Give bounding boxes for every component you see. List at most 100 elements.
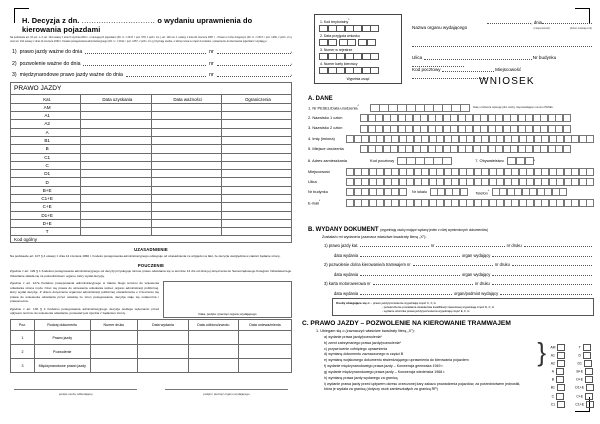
- cell-data-waznosci[interactable]: [150, 111, 222, 121]
- cell-ograniczenia[interactable]: [220, 202, 293, 212]
- cell-data-odbioru[interactable]: [187, 330, 239, 346]
- c-item-c[interactable]: c) przywrócenie cofniętego uprawnienia: [324, 346, 388, 351]
- checkbox[interactable]: [556, 392, 565, 400]
- char-box[interactable]: [586, 167, 594, 176]
- b-item-2-organ-input[interactable]: [492, 270, 593, 276]
- cell-ograniczenia[interactable]: [220, 152, 293, 162]
- stamp-box[interactable]: Data, podpis i pieczęć organu wydającego: [163, 280, 292, 319]
- category-option[interactable]: C1: [550, 400, 566, 408]
- char-box[interactable]: [562, 114, 571, 123]
- category-option[interactable]: D1+E: [575, 384, 594, 392]
- char-box[interactable]: [562, 124, 571, 133]
- char-box[interactable]: [460, 104, 470, 113]
- char-box[interactable]: [586, 198, 594, 207]
- cell-data-uniewaznienia[interactable]: [237, 330, 293, 346]
- street-input[interactable]: [346, 178, 594, 187]
- checkbox[interactable]: [582, 352, 591, 360]
- flat-input[interactable]: [429, 188, 468, 197]
- b-item-3-date-input[interactable]: [360, 289, 452, 296]
- category-option[interactable]: D+E: [575, 376, 594, 384]
- cell-data-uzyskania[interactable]: [80, 119, 152, 129]
- char-box[interactable]: [370, 67, 379, 75]
- cell-data-waznosci[interactable]: [150, 144, 222, 154]
- b-item-3-druk-input[interactable]: [491, 279, 593, 286]
- char-box[interactable]: [347, 39, 356, 47]
- address-postal-input[interactable]: [397, 156, 452, 165]
- cell-data-waznosci[interactable]: [150, 227, 222, 237]
- c-item-e[interactable]: e) wymianę wojskowego dokumentu stwierdz…: [324, 358, 469, 363]
- b-item-1-date-input[interactable]: [360, 251, 460, 257]
- email-input[interactable]: [346, 198, 594, 207]
- cell-data-waznosci[interactable]: [150, 102, 222, 113]
- date-input[interactable]: [542, 17, 592, 24]
- checkbox[interactable]: [584, 368, 593, 376]
- surname1-input[interactable]: [360, 114, 571, 123]
- cell-data-uniewaznienia[interactable]: [237, 358, 293, 374]
- cell-data-waznosci[interactable]: [150, 160, 222, 171]
- checkbox[interactable]: [557, 344, 566, 351]
- char-box[interactable]: [442, 156, 452, 165]
- birthplace-input[interactable]: [360, 144, 571, 153]
- checkbox[interactable]: [556, 360, 565, 368]
- checkbox[interactable]: [556, 384, 565, 392]
- postal-input[interactable]: [441, 65, 494, 72]
- cell-numer-druku[interactable]: [89, 358, 139, 374]
- checkbox[interactable]: [582, 344, 591, 351]
- cell-ograniczenia[interactable]: [220, 102, 293, 113]
- category-option[interactable]: B+E: [575, 368, 594, 376]
- authority-name-input[interactable]: [412, 40, 592, 47]
- char-box[interactable]: [559, 188, 568, 197]
- char-box[interactable]: [370, 25, 379, 33]
- cell-data-odbioru[interactable]: [187, 358, 239, 374]
- authority-name-line[interactable]: [412, 40, 592, 47]
- cell-data-uzyskania[interactable]: [80, 169, 152, 179]
- checkbox[interactable]: [556, 368, 564, 376]
- category-option[interactable]: A2: [550, 360, 565, 368]
- checkbox[interactable]: [557, 400, 566, 408]
- cell-data-wydania[interactable]: [137, 344, 189, 360]
- decision-line-1-input[interactable]: [85, 47, 207, 55]
- cell-data-uzyskania[interactable]: [80, 185, 152, 196]
- c-item-f[interactable]: f) wydanie międzynarodowego prawa jazdy …: [324, 364, 444, 369]
- b-item-2-nr-input[interactable]: [412, 260, 493, 267]
- checkbox[interactable]: [585, 376, 594, 384]
- decision-line-2-input[interactable]: [83, 59, 207, 66]
- cell-data-uzyskania[interactable]: [80, 202, 152, 212]
- cell-ograniczenia[interactable]: [220, 127, 293, 137]
- cell-data-uzyskania[interactable]: [80, 152, 152, 162]
- city-input[interactable]: [412, 72, 488, 79]
- kod-ogolny-row[interactable]: Kod ogólny: [10, 236, 292, 244]
- char-box[interactable]: [370, 53, 379, 61]
- cell-ograniczenia[interactable]: [220, 160, 293, 171]
- b-item-2-druk-input[interactable]: [511, 260, 593, 267]
- category-option[interactable]: AM: [550, 344, 566, 351]
- checkbox[interactable]: [556, 352, 565, 360]
- b-item-3-nr-input[interactable]: [372, 279, 473, 286]
- decision-line-3-nr-input[interactable]: [216, 70, 291, 78]
- checkbox[interactable]: [556, 376, 564, 384]
- char-box[interactable]: [398, 188, 407, 197]
- building-input[interactable]: [346, 188, 407, 197]
- category-option[interactable]: C+E: [575, 392, 594, 400]
- signature-receiver[interactable]: podpis osoby odbierającej: [14, 389, 138, 396]
- cell-numer-druku[interactable]: [89, 330, 139, 346]
- cell-data-waznosci[interactable]: [150, 218, 222, 229]
- cell-ograniczenia[interactable]: [220, 185, 293, 196]
- category-option[interactable]: D: [575, 352, 594, 360]
- cell-ograniczenia[interactable]: [220, 218, 293, 229]
- b-item-2-date-input[interactable]: [360, 270, 460, 276]
- citizenship-input[interactable]: [506, 156, 535, 165]
- b-item-1-nr-input[interactable]: [436, 241, 505, 248]
- cell-ograniczenia[interactable]: [220, 144, 293, 154]
- cell-ograniczenia[interactable]: [220, 177, 293, 187]
- checkbox[interactable]: [585, 392, 594, 400]
- firstname-input[interactable]: [346, 134, 594, 143]
- char-box[interactable]: [562, 144, 571, 153]
- cell-data-uzyskania[interactable]: [80, 144, 152, 154]
- cell-data-uzyskania[interactable]: [80, 111, 152, 121]
- signature-authority[interactable]: podpis i pieczęć organu wydającego: [164, 389, 288, 396]
- checkbox[interactable]: [583, 360, 592, 368]
- cell-ograniczenia[interactable]: [220, 210, 293, 220]
- cell-data-uzyskania[interactable]: [80, 102, 152, 113]
- cell-data-uzyskania[interactable]: [80, 135, 152, 146]
